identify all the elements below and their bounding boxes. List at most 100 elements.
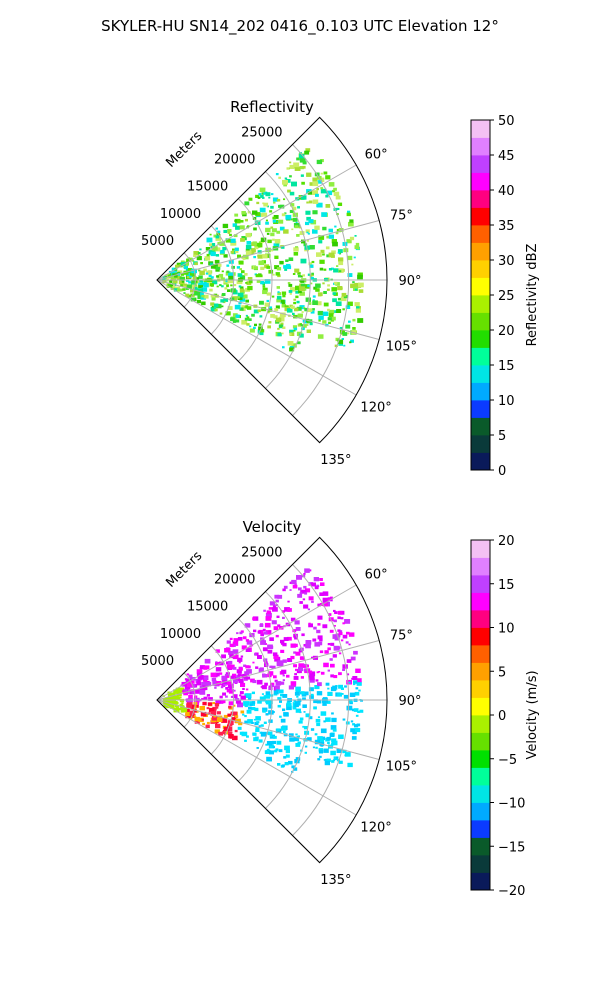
field-cell — [266, 232, 270, 235]
velocity-range-label: Meters — [163, 549, 205, 591]
field-cell — [211, 243, 216, 246]
field-cell — [320, 249, 325, 253]
colorbar-segment — [471, 732, 490, 751]
colorbar-tick-label: 0 — [498, 464, 506, 479]
field-cell — [233, 234, 238, 238]
azimuth-spoke — [156, 699, 380, 761]
field-cell — [256, 747, 259, 749]
field-cell — [318, 319, 321, 322]
field-cell — [358, 282, 364, 288]
colorbar-segment — [471, 575, 490, 593]
field-cell — [312, 308, 315, 311]
field-cell — [334, 310, 338, 313]
field-cell — [354, 235, 357, 237]
field-cell — [293, 699, 297, 702]
field-cell — [267, 649, 273, 654]
field-cell — [211, 294, 216, 298]
reflectivity-title: Reflectivity — [230, 98, 314, 116]
azimuth-tick-label: 60° — [365, 568, 388, 583]
field-cell — [280, 649, 285, 653]
field-cell — [327, 284, 330, 287]
field-cell — [253, 227, 257, 231]
azimuth-tick-label: 135° — [320, 453, 351, 468]
field-cell — [232, 223, 238, 227]
field-cell — [266, 299, 270, 302]
field-cell — [166, 700, 173, 706]
field-cell — [303, 711, 306, 713]
field-cell — [192, 273, 196, 276]
field-cell — [203, 666, 208, 670]
field-cell — [337, 286, 343, 291]
field-cell — [288, 685, 294, 690]
field-cell — [223, 714, 228, 718]
field-cell — [183, 691, 188, 696]
field-cell — [254, 721, 259, 726]
field-cell — [232, 673, 237, 677]
azimuth-tick-label: 90° — [398, 274, 421, 289]
field-cell — [322, 624, 328, 629]
field-cell — [276, 298, 282, 303]
field-cell — [198, 275, 203, 279]
field-cell — [208, 707, 215, 713]
field-cell — [226, 681, 232, 685]
field-cell — [280, 322, 284, 326]
field-cell — [294, 583, 297, 586]
range-tick-label: 10000 — [160, 207, 201, 222]
field-cell — [225, 238, 231, 243]
field-cell — [299, 305, 305, 310]
field-cell — [294, 673, 297, 676]
field-cell — [319, 267, 324, 271]
field-cell — [281, 313, 286, 317]
field-cell — [206, 721, 210, 725]
field-cell — [283, 229, 289, 234]
field-cell — [277, 704, 281, 708]
field-cell — [352, 730, 357, 735]
field-cell — [273, 215, 279, 219]
field-cell — [357, 710, 360, 713]
field-cell — [305, 664, 309, 668]
field-cell — [238, 721, 243, 726]
field-cell — [282, 642, 287, 647]
field-cell — [319, 259, 325, 264]
field-cell — [290, 655, 295, 660]
field-cell — [306, 231, 309, 234]
field-cell — [304, 307, 309, 312]
velocity-range-ticks: 5000 10000 15000 20000 25000 — [141, 546, 282, 669]
field-cell — [241, 307, 246, 312]
field-cell — [227, 229, 232, 233]
colorbar-segment — [471, 365, 490, 383]
field-cell — [268, 744, 274, 749]
field-cell — [303, 644, 307, 647]
field-cell — [207, 702, 213, 706]
field-cell — [223, 298, 229, 302]
field-cell — [226, 689, 231, 693]
field-cell — [223, 731, 228, 735]
field-cell — [247, 285, 253, 291]
field-cell — [285, 754, 290, 758]
field-cell — [282, 616, 285, 619]
field-cell — [166, 704, 172, 709]
field-cell — [336, 748, 342, 753]
field-cell — [227, 278, 234, 284]
field-cell — [297, 741, 301, 745]
field-cell — [331, 717, 337, 723]
field-cell — [295, 757, 301, 761]
field-cell — [276, 286, 280, 289]
field-cell — [279, 204, 285, 209]
field-cell — [260, 633, 264, 637]
field-cell — [280, 726, 287, 731]
field-cell — [305, 297, 311, 302]
field-cell — [215, 236, 221, 241]
field-cell — [338, 672, 342, 676]
field-cell — [322, 320, 327, 324]
colorbar-segment — [471, 277, 490, 296]
field-cell — [241, 319, 248, 325]
field-cell — [202, 701, 207, 706]
field-cell — [312, 299, 315, 301]
field-cell — [248, 280, 253, 284]
field-cell — [197, 252, 201, 255]
field-cell — [344, 619, 351, 624]
field-cell — [308, 623, 313, 628]
field-cell — [350, 656, 356, 661]
field-cell — [323, 720, 326, 723]
